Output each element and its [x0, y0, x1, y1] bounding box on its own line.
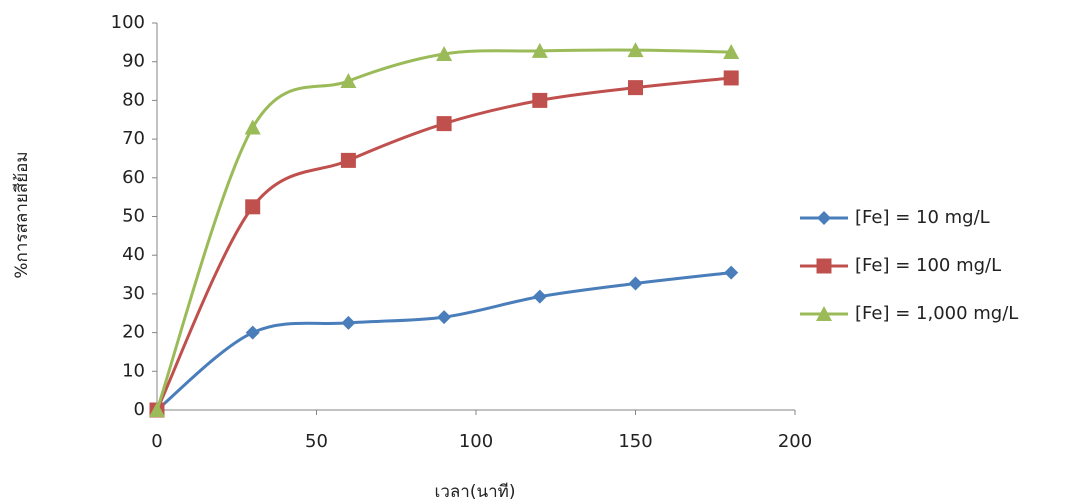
legend-marker — [816, 258, 832, 274]
legend-label: [Fe] = 100 mg/L — [855, 255, 1001, 276]
y-tick-label: 100 — [111, 12, 145, 33]
x-tick-label: 150 — [618, 431, 652, 452]
x-axis-title: เวลา(นาที) — [435, 482, 516, 502]
x-tick-label: 50 — [305, 431, 328, 452]
y-tick-label: 10 — [122, 360, 145, 381]
y-tick-label: 70 — [122, 128, 145, 149]
data-point — [341, 315, 356, 330]
data-point — [340, 152, 356, 168]
data-point — [149, 402, 165, 417]
y-tick-label: 80 — [122, 89, 145, 110]
x-tick-label: 100 — [459, 431, 493, 452]
data-point — [244, 119, 261, 135]
y-tick-label: 50 — [122, 206, 145, 227]
data-point — [724, 265, 739, 280]
series-line — [156, 271, 732, 412]
data-point — [723, 44, 740, 60]
y-tick-label: 30 — [122, 283, 145, 304]
data-point — [532, 92, 548, 108]
y-tick-label: 0 — [134, 399, 145, 420]
data-point — [437, 310, 452, 325]
legend-label: [Fe] = 1,000 mg/L — [855, 303, 1018, 324]
data-point — [627, 42, 644, 58]
x-tick-label: 0 — [151, 431, 162, 452]
legend-label: [Fe] = 10 mg/L — [855, 207, 990, 228]
y-tick-label: 90 — [122, 51, 145, 72]
x-tick-label: 200 — [778, 431, 812, 452]
data-point — [723, 70, 739, 86]
data-point — [436, 116, 452, 132]
data-point — [628, 80, 643, 96]
data-point — [436, 45, 453, 61]
data-point — [532, 289, 547, 304]
legend-marker — [816, 306, 832, 321]
y-tick-label: 60 — [122, 167, 145, 188]
y-tick-label: 40 — [122, 244, 145, 265]
data-point — [531, 42, 548, 58]
legend-marker — [817, 211, 831, 225]
data-point — [628, 276, 643, 291]
y-axis-title: %การสลายสีย้อม — [12, 151, 32, 278]
data-point — [245, 199, 261, 215]
y-tick-label: 20 — [122, 322, 145, 343]
data-point — [340, 73, 357, 89]
data-point — [245, 325, 260, 340]
series-line — [155, 48, 732, 411]
